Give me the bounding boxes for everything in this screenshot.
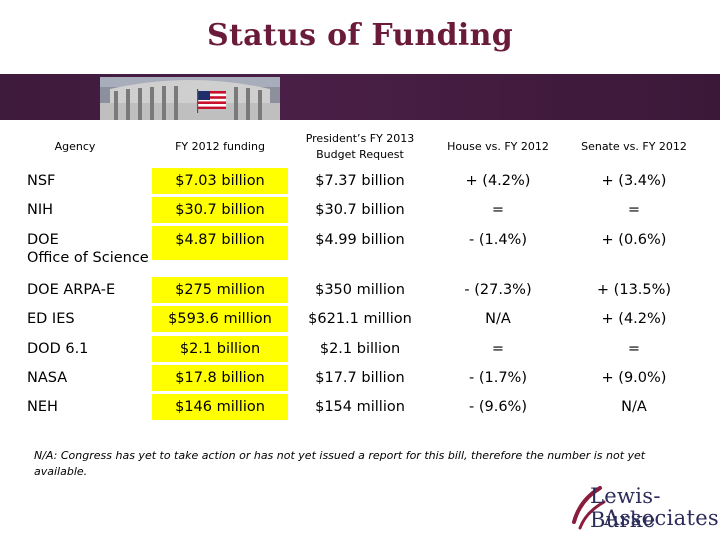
house-cell: - (9.6%) — [469, 399, 527, 415]
table-row: NSF $7.03 billion $7.37 billion + (4.2%)… — [0, 168, 720, 194]
footnote-term: N/A — [34, 449, 54, 462]
house-cell: - (1.7%) — [469, 370, 527, 386]
agency-cell: NSF — [27, 173, 56, 189]
fy2012-cell: $7.03 billion — [152, 168, 288, 194]
senate-cell: + (4.2%) — [601, 311, 667, 327]
agency-cell: DOE ARPA-E — [27, 282, 116, 298]
footnote-text: : Congress has yet to take action or has… — [34, 449, 646, 478]
agency-cell: ED IES — [27, 311, 75, 327]
capitol-dome-image — [100, 77, 280, 120]
agency-cell: NASA — [27, 370, 68, 386]
agency-line2: Office of Science — [27, 250, 149, 266]
house-cell: + (4.2%) — [465, 173, 531, 189]
president-cell: $4.99 billion — [315, 232, 405, 248]
senate-cell: + (9.0%) — [601, 370, 667, 386]
house-cell: = — [491, 202, 505, 218]
lewis-burke-swoosh-logo-icon — [572, 486, 606, 530]
fy2012-cell: $4.87 billion — [152, 226, 288, 260]
president-cell: $7.37 billion — [315, 173, 405, 189]
president-cell: $2.1 billion — [319, 341, 401, 357]
senate-cell: + (0.6%) — [601, 232, 667, 248]
table-row: DOE Office of Science $4.87 billion $4.9… — [0, 226, 720, 272]
agency-cell: NEH — [27, 399, 58, 415]
table-row: DOD 6.1 $2.1 billion $2.1 billion = = — [0, 336, 720, 362]
president-cell: $350 million — [315, 282, 405, 298]
house-cell: = — [491, 341, 505, 357]
president-cell: $17.7 billion — [315, 370, 405, 386]
house-cell: - (1.4%) — [469, 232, 527, 248]
house-cell: - (27.3%) — [464, 282, 532, 298]
logo-line2: Associates — [604, 506, 720, 530]
fy2012-cell: $146 million — [152, 394, 288, 420]
header-house: House vs. FY 2012 — [447, 140, 549, 153]
table-row: NASA $17.8 billion $17.7 billion - (1.7%… — [0, 365, 720, 391]
table-row: DOE ARPA-E $275 million $350 million - (… — [0, 277, 720, 303]
lewis-burke-logo: Lewis-Burke Associates — [560, 482, 719, 532]
table-row: NEH $146 million $154 million - (9.6%) N… — [0, 394, 720, 420]
agency-cell: NIH — [27, 202, 54, 218]
senate-cell: N/A — [621, 399, 647, 415]
agency-cell: DOE Office of Science — [0, 226, 150, 272]
table-row: NIH $30.7 billion $30.7 billion = = — [0, 197, 720, 223]
house-cell: N/A — [485, 311, 511, 327]
fy2012-cell: $30.7 billion — [152, 197, 288, 223]
president-cell: $621.1 million — [308, 311, 412, 327]
table-header-row: Agency FY 2012 funding President’s FY 20… — [0, 128, 720, 166]
table-row: ED IES $593.6 million $621.1 million N/A… — [0, 306, 720, 332]
agency-cell: DOD 6.1 — [27, 341, 89, 357]
slide-title: Status of Funding — [207, 18, 513, 53]
president-cell: $154 million — [315, 399, 405, 415]
header-president-line1: President’s FY 2013 — [305, 132, 415, 145]
footnote: N/A: Congress has yet to take action or … — [34, 448, 684, 480]
header-agency: Agency — [54, 140, 96, 153]
fy2012-cell: $275 million — [152, 277, 288, 303]
fy2012-cell: $2.1 billion — [152, 336, 288, 362]
header-president: President’s FY 2013 Budget Request — [290, 128, 430, 166]
senate-cell: = — [627, 202, 641, 218]
header-senate: Senate vs. FY 2012 — [581, 140, 687, 153]
fy2012-cell: $17.8 billion — [152, 365, 288, 391]
president-cell: $30.7 billion — [315, 202, 405, 218]
header-fy2012: FY 2012 funding — [175, 140, 265, 153]
senate-cell: + (13.5%) — [596, 282, 672, 298]
senate-cell: + (3.4%) — [601, 173, 667, 189]
fy2012-cell: $593.6 million — [152, 306, 288, 332]
agency-line1: DOE — [27, 232, 59, 248]
logo-line1: Lewis-Burke — [590, 484, 661, 532]
header-president-line2: Budget Request — [316, 148, 404, 161]
senate-cell: = — [627, 341, 641, 357]
